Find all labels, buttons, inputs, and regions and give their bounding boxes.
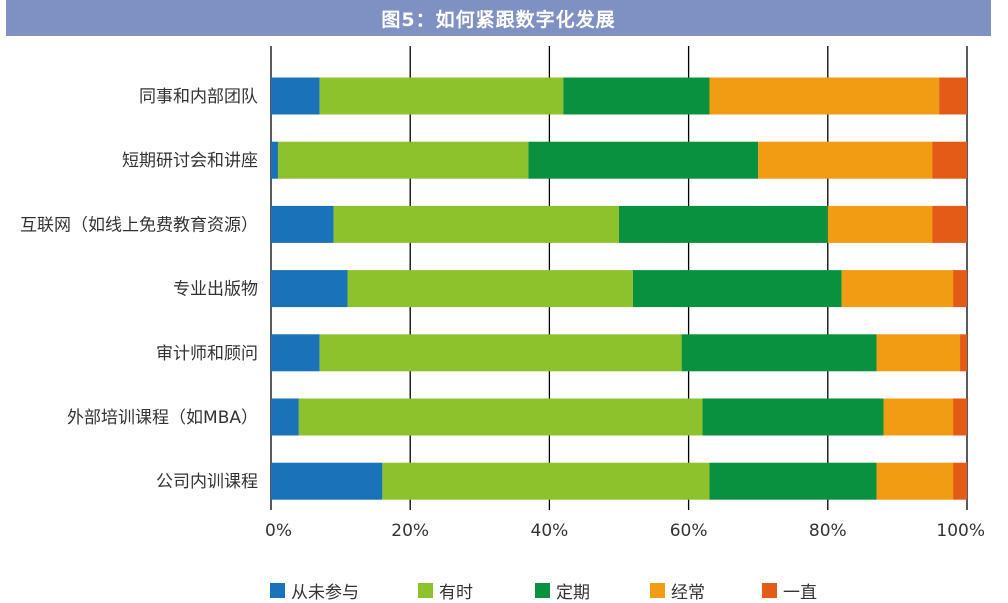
legend-item: 从未参与 — [270, 578, 359, 603]
x-tick-label: 0% — [265, 521, 292, 541]
bar-segment — [681, 334, 877, 372]
bar-segment — [347, 270, 633, 308]
bar-segment — [382, 462, 710, 500]
bar-segment — [876, 462, 954, 500]
legend-item: 经常 — [650, 578, 705, 603]
bar-segment — [271, 205, 334, 243]
bar-segment — [841, 270, 954, 308]
bar-segment — [827, 205, 933, 243]
bar-segment — [563, 77, 710, 115]
bar-segment — [333, 205, 619, 243]
bar-segment — [619, 205, 828, 243]
category-label: 同事和内部团队 — [139, 87, 258, 107]
legend-label: 一直 — [783, 583, 817, 603]
bar-segment — [702, 398, 884, 436]
bar-segment — [271, 141, 278, 179]
bar-segment — [319, 334, 682, 372]
title-bar: 图5：如何紧跟数字化发展 — [6, 0, 991, 36]
bar-segment — [939, 77, 967, 115]
category-label: 审计师和顾问 — [156, 344, 258, 364]
chart-title: 图5：如何紧跟数字化发展 — [381, 8, 616, 31]
category-label: 互联网（如线上免费教育资源） — [20, 215, 258, 235]
legend-item: 定期 — [535, 578, 590, 603]
bar-segment — [953, 462, 967, 500]
bar-segment — [271, 334, 320, 372]
bar-segment — [932, 205, 967, 243]
bar-segment — [876, 334, 961, 372]
legend-item: 一直 — [762, 578, 817, 603]
bar-segment — [319, 77, 564, 115]
legend-swatch — [650, 583, 665, 598]
bar-segment — [271, 462, 383, 500]
bar-segment — [277, 141, 529, 179]
legend: 从未参与 有时 定期 经常 一直 — [270, 578, 970, 603]
legend-item: 有时 — [418, 578, 473, 603]
bar-segment — [953, 398, 967, 436]
legend-swatch — [535, 583, 550, 598]
bar-segment — [883, 398, 954, 436]
bar-segment — [528, 141, 759, 179]
bar-segment — [953, 270, 967, 308]
x-tick-label: 20% — [391, 521, 429, 541]
legend-swatch — [270, 583, 285, 598]
x-tick-label: 100% — [936, 521, 985, 541]
x-tick-label: 40% — [531, 521, 569, 541]
legend-label: 从未参与 — [291, 583, 359, 603]
legend-label: 经常 — [671, 583, 705, 603]
x-tick-label: 80% — [809, 521, 847, 541]
bar-segment — [932, 141, 967, 179]
bar-segment — [960, 334, 967, 372]
category-label: 公司内训课程 — [156, 472, 258, 492]
bar-segment — [298, 398, 703, 436]
category-label: 短期研讨会和讲座 — [122, 151, 258, 171]
bar-segment — [632, 270, 842, 308]
category-label: 专业出版物 — [173, 280, 258, 300]
bar-segment — [271, 77, 320, 115]
legend-label: 定期 — [556, 583, 590, 603]
x-tick-label: 60% — [670, 521, 708, 541]
bar-segment — [709, 462, 877, 500]
bar-segment — [758, 141, 933, 179]
bar-segment — [271, 270, 348, 308]
legend-label: 有时 — [439, 583, 473, 603]
bar-segment — [271, 398, 299, 436]
legend-swatch — [418, 583, 433, 598]
bar-segment — [709, 77, 940, 115]
legend-swatch — [762, 583, 777, 598]
category-label: 外部培训课程（如MBA） — [67, 408, 258, 428]
